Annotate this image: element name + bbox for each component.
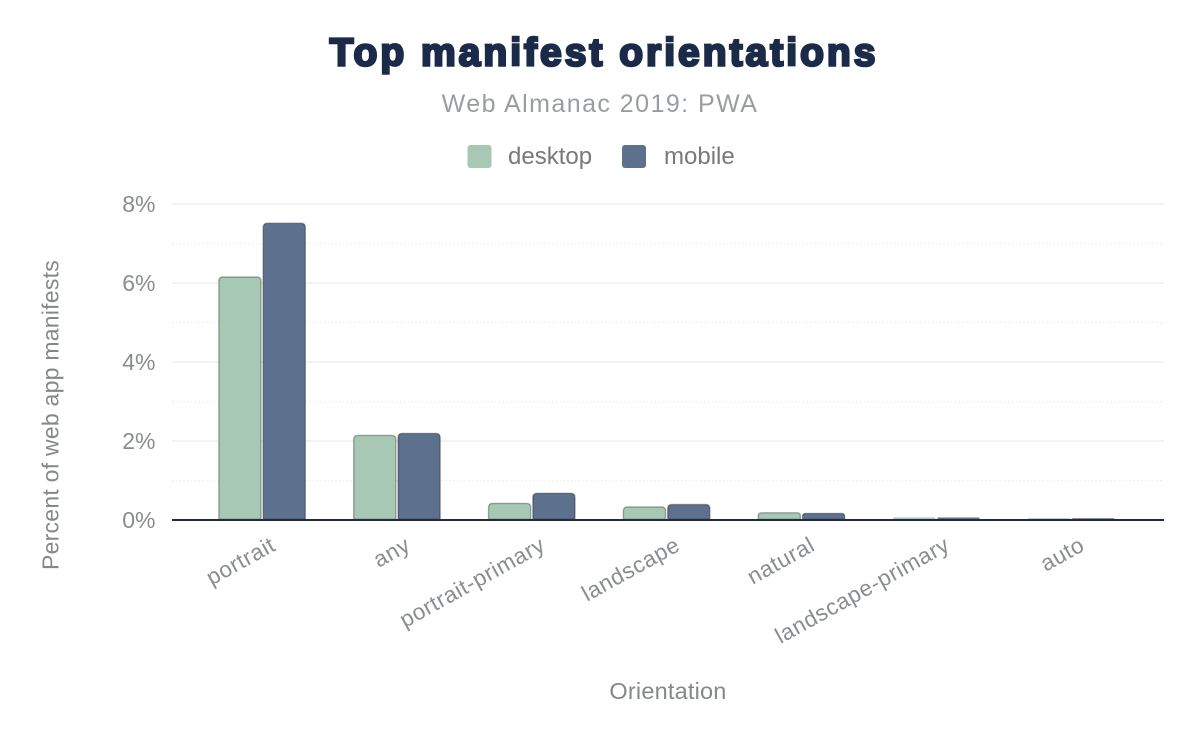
svg-text:Top manifest orientations: Top manifest orientations: [330, 32, 879, 75]
svg-text:Web Almanac 2019: PWA: Web Almanac 2019: PWA: [442, 90, 759, 118]
svg-text:desktop: desktop: [508, 143, 592, 170]
svg-text:4%: 4%: [122, 349, 155, 375]
svg-text:0%: 0%: [122, 507, 155, 533]
svg-text:mobile: mobile: [664, 143, 735, 170]
svg-text:Orientation: Orientation: [609, 678, 726, 704]
svg-text:Percent of web app manifests: Percent of web app manifests: [38, 260, 64, 570]
svg-text:2%: 2%: [122, 428, 155, 454]
svg-text:6%: 6%: [122, 270, 155, 296]
svg-text:8%: 8%: [122, 191, 155, 217]
